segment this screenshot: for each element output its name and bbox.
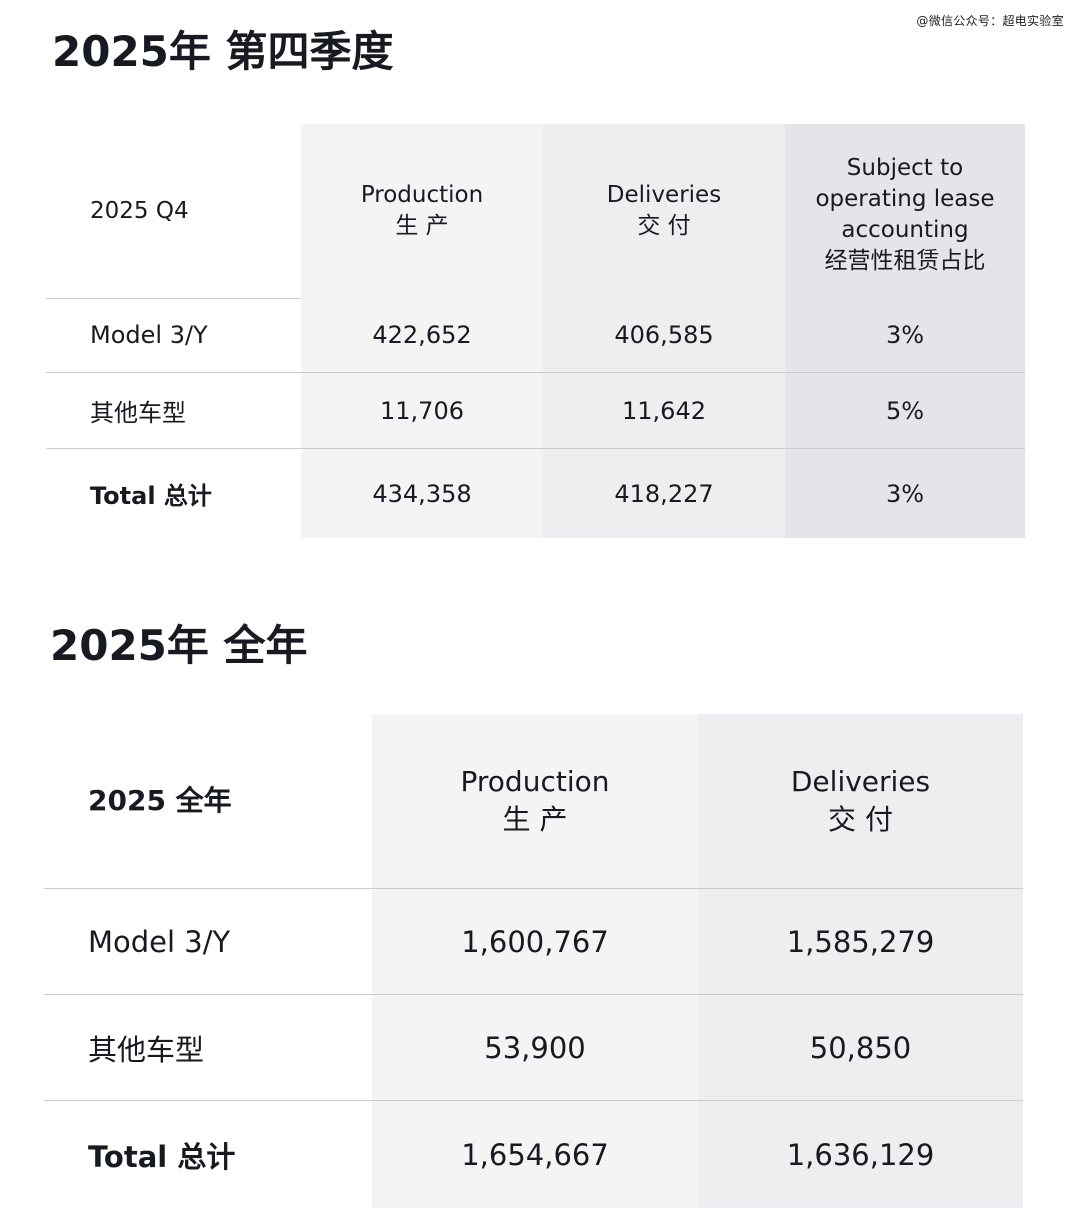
deliveries-value: 1,585,279 [698, 889, 1023, 994]
production-value: 1,654,667 [372, 1101, 698, 1208]
row-label: 其他车型 [88, 1032, 205, 1067]
header-deliveries: Deliveries 交 付 [698, 714, 1023, 888]
table-total-row: Total 总计 434,358 418,227 3% [46, 449, 1025, 538]
table-row: Model 3/Y 1,600,767 1,585,279 [44, 889, 1023, 995]
row-label: 其他车型 [90, 399, 186, 427]
table-row: 其他车型 53,900 50,850 [44, 995, 1023, 1101]
lease-share-value: 3% [785, 298, 1025, 372]
production-value: 434,358 [301, 449, 543, 538]
lease-share-value: 3% [785, 449, 1025, 538]
header-production: Production 生 产 [301, 124, 543, 298]
production-value: 1,600,767 [372, 889, 698, 994]
header-period-label: 2025 Q4 [90, 197, 189, 224]
deliveries-value: 418,227 [543, 449, 785, 538]
table-total-row: Total 总计 1,654,667 1,636,129 [44, 1101, 1023, 1208]
production-value: 422,652 [301, 298, 543, 372]
deliveries-value: 50,850 [698, 995, 1023, 1100]
table-header-row: 2025 全年 Production 生 产 Deliveries 交 付 [44, 714, 1023, 889]
q4-table: 2025 Q4 Production 生 产 Deliveries 交 付 Su… [46, 124, 1025, 538]
lease-share-value: 5% [785, 373, 1025, 448]
deliveries-value: 11,642 [543, 373, 785, 448]
production-value: 11,706 [301, 373, 543, 448]
header-deliveries: Deliveries 交 付 [543, 124, 785, 298]
table-row: Model 3/Y 422,652 406,585 3% [46, 298, 1025, 373]
full-year-table: 2025 全年 Production 生 产 Deliveries 交 付 Mo… [44, 714, 1023, 1208]
table-row: 其他车型 11,706 11,642 5% [46, 373, 1025, 449]
header-operating-lease: Subject to operating lease accounting 经营… [785, 124, 1025, 298]
deliveries-value: 1,636,129 [698, 1101, 1023, 1208]
header-production: Production 生 产 [372, 714, 698, 888]
table-header-row: 2025 Q4 Production 生 产 Deliveries 交 付 Su… [46, 124, 1025, 299]
watermark: @微信公众号：超电实验室 [916, 14, 1064, 28]
row-label: Model 3/Y [88, 924, 231, 959]
total-label: Total 总计 [88, 1139, 236, 1174]
header-period-label: 2025 全年 [88, 784, 232, 817]
deliveries-value: 406,585 [543, 298, 785, 372]
production-value: 53,900 [372, 995, 698, 1100]
row-label: Model 3/Y [90, 321, 208, 349]
full-year-section-title: 2025年 全年 [50, 621, 308, 670]
total-label: Total 总计 [90, 482, 212, 510]
q4-section-title: 2025年 第四季度 [52, 27, 394, 76]
